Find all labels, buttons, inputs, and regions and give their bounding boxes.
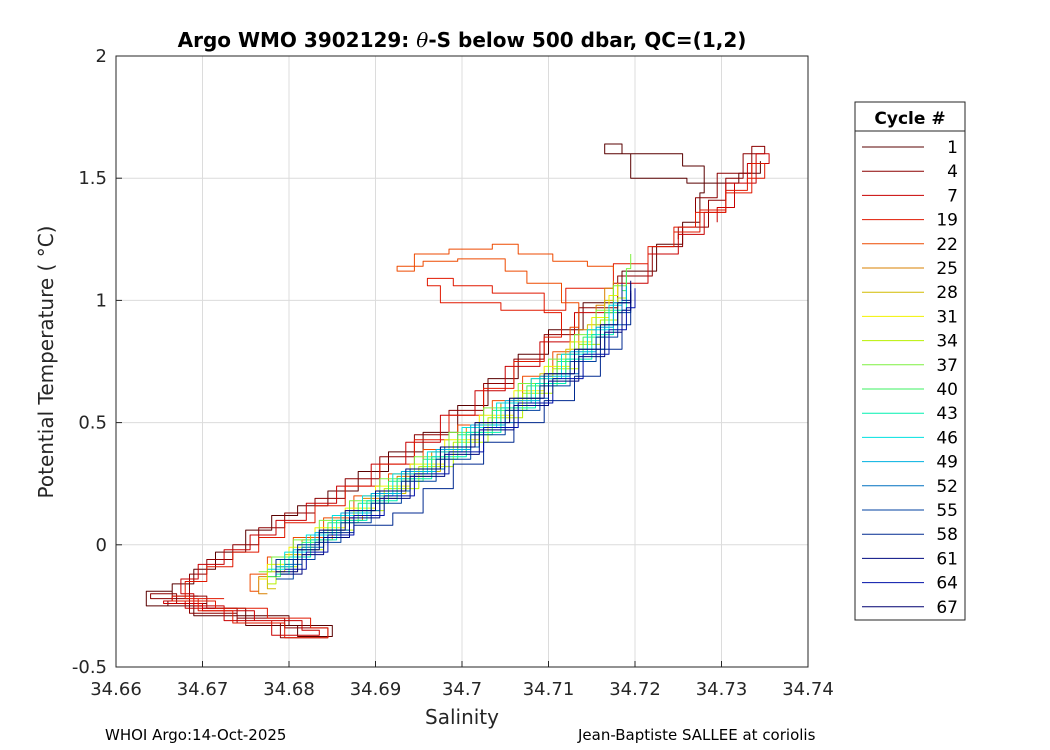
legend-label-25: 25 [936,259,958,279]
series-cycle-64 [284,288,636,570]
series-cycle-61 [280,290,632,575]
chart-title-theta: θ [416,28,428,52]
footer-right: Jean-Baptiste SALLEE at coriolis [578,726,816,744]
legend-label-49: 49 [936,453,958,473]
y-tick-label: 1 [96,290,107,311]
legend-title: Cycle # [874,109,945,129]
legend-box [854,101,966,621]
x-tick-label: 34.73 [696,679,748,700]
legend-label-7: 7 [947,186,958,206]
y-tick-label: 0 [96,535,107,556]
y-tick-label: -0.5 [72,657,107,678]
x-tick-label: 34.66 [90,679,142,700]
legend-label-22: 22 [936,235,958,255]
series-cycle-67 [276,280,632,573]
series-cycle-19 [171,163,766,639]
legend: Cycle # 1 4 7 19 22 25 28 31 34 37 40 43 46 49 52 55 58 6… [854,101,966,621]
y-tick-label: 0.5 [78,413,107,434]
legend-label-1: 1 [947,138,958,158]
series-cycle-22 [249,243,614,592]
series-cycle-1 [145,143,761,637]
legend-label-67: 67 [936,598,958,618]
legend-entries: 1 4 7 19 22 25 28 31 34 37 40 43 46 49 52 55 58 61 64 67 [862,138,958,618]
legend-label-4: 4 [947,162,958,182]
chart-title-prefix: Argo WMO 3902129: [178,28,417,52]
x-axis-label: Salinity [425,705,499,729]
legend-label-37: 37 [936,356,958,376]
legend-label-55: 55 [936,501,958,521]
x-tick-label: 34.67 [177,679,229,700]
x-tick-label: 34.68 [263,679,315,700]
legend-label-34: 34 [936,332,958,352]
legend-label-52: 52 [936,477,958,497]
chart-title: Argo WMO 3902129: θ-S below 500 dbar, QC… [178,28,747,52]
x-tick-label: 34.69 [350,679,402,700]
legend-label-40: 40 [936,380,958,400]
x-tick-label: 34.71 [523,679,575,700]
x-ticks: 34.66 34.67 34.68 34.69 34.7 34.71 34.72 34.73 3… [90,661,834,700]
legend-label-61: 61 [936,549,958,569]
y-tick-label: 1.5 [78,168,107,189]
series-layer [145,143,770,639]
legend-label-43: 43 [936,404,958,424]
legend-label-58: 58 [936,525,958,545]
legend-label-19: 19 [936,211,958,231]
legend-label-28: 28 [936,283,958,303]
y-ticks: -0.5 0 0.5 1 1.5 2 [72,46,122,678]
legend-label-64: 64 [936,574,958,594]
legend-label-31: 31 [936,307,958,327]
footer-left: WHOI Argo:14-Oct-2025 [105,726,287,744]
x-tick-label: 34.7 [442,679,482,700]
y-tick-label: 2 [96,46,107,67]
x-tick-label: 34.74 [782,679,834,700]
y-axis-label: Potential Temperature ( °C) [34,226,58,499]
legend-label-46: 46 [936,428,958,448]
x-tick-label: 34.72 [609,679,661,700]
chart-title-suffix: -S below 500 dbar, QC=(1,2) [428,28,746,52]
